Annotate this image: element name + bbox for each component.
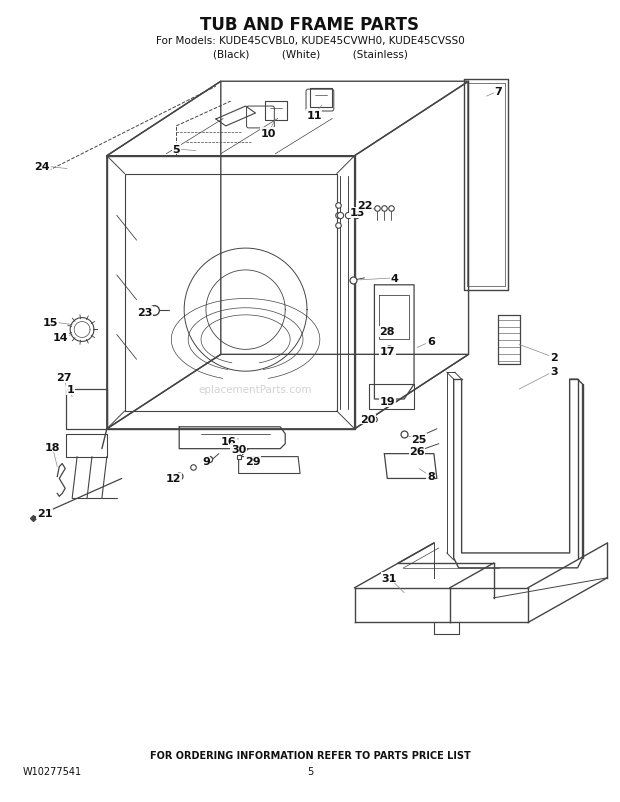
Text: 22: 22: [356, 201, 372, 211]
Text: 17: 17: [379, 347, 395, 357]
Text: 15: 15: [43, 317, 58, 327]
Text: 20: 20: [360, 415, 375, 424]
Text: 23: 23: [137, 307, 152, 318]
Text: 2: 2: [550, 353, 557, 363]
Text: 14: 14: [53, 333, 68, 343]
FancyBboxPatch shape: [247, 107, 274, 129]
Text: 10: 10: [260, 128, 276, 139]
Text: eplacementParts.com: eplacementParts.com: [199, 385, 312, 395]
Text: 31: 31: [381, 573, 397, 583]
Text: 18: 18: [45, 442, 60, 452]
Text: 8: 8: [427, 472, 435, 482]
Text: 4: 4: [391, 273, 398, 283]
Text: 9: 9: [202, 456, 210, 466]
Text: 7: 7: [494, 87, 502, 97]
Text: TUB AND FRAME PARTS: TUB AND FRAME PARTS: [200, 15, 420, 34]
Text: 21: 21: [37, 508, 52, 519]
Text: FOR ORDERING INFORMATION REFER TO PARTS PRICE LIST: FOR ORDERING INFORMATION REFER TO PARTS …: [149, 750, 471, 759]
Text: 11: 11: [306, 111, 322, 121]
Text: 19: 19: [379, 396, 395, 407]
Text: 26: 26: [409, 446, 425, 456]
Text: For Models: KUDE45CVBL0, KUDE45CVWH0, KUDE45CVSS0: For Models: KUDE45CVBL0, KUDE45CVWH0, KU…: [156, 35, 464, 46]
Text: (Black)          (White)          (Stainless): (Black) (White) (Stainless): [213, 50, 407, 59]
Text: 30: 30: [231, 444, 246, 454]
Text: 3: 3: [550, 367, 557, 377]
Text: 16: 16: [221, 436, 237, 446]
Text: W10277541: W10277541: [23, 767, 82, 776]
Text: 5: 5: [307, 767, 313, 776]
FancyBboxPatch shape: [306, 90, 334, 111]
Text: 1: 1: [66, 385, 74, 395]
Text: 13: 13: [350, 208, 365, 218]
Text: 28: 28: [379, 327, 395, 337]
Text: 6: 6: [427, 337, 435, 347]
Text: 5: 5: [172, 144, 180, 155]
Text: 27: 27: [56, 373, 72, 383]
Text: 24: 24: [35, 161, 50, 172]
Text: 12: 12: [166, 474, 181, 484]
Text: 29: 29: [245, 456, 260, 466]
Text: 25: 25: [411, 434, 427, 444]
